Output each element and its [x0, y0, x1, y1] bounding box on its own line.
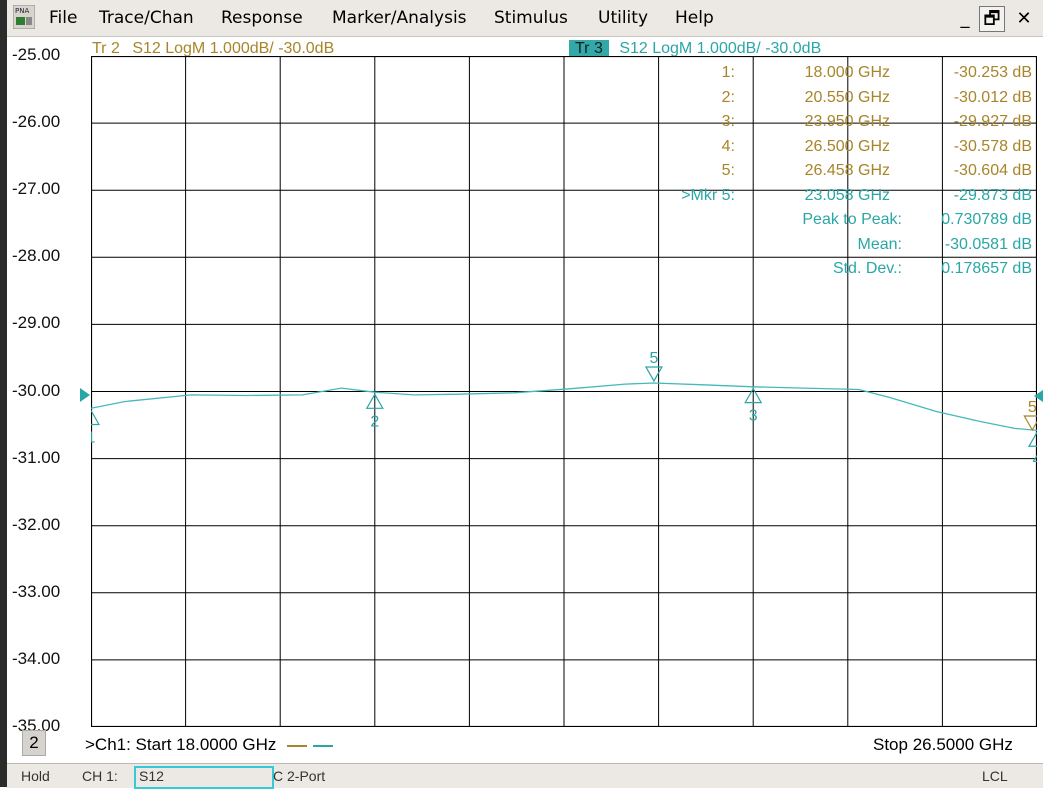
marker-frequency: 23.058 GHz [804, 186, 890, 204]
trace-2-label: Tr 2 [92, 40, 120, 57]
menu-trace-chan[interactable]: Trace/Chan [99, 8, 194, 28]
menu-stimulus[interactable]: Stimulus [494, 8, 568, 28]
menu-response[interactable]: Response [221, 8, 303, 28]
marker-frequency: 23.950 GHz [804, 113, 890, 130]
marker-3-triangle [744, 387, 763, 404]
stop-frequency[interactable]: Stop 26.5000 GHz [873, 735, 1013, 754]
menu-file[interactable]: File [49, 8, 78, 28]
statistic-value: -30.0581 dB [944, 235, 1032, 253]
y-tick-label: -31.00 [12, 447, 61, 467]
marker-number: 3: [721, 113, 735, 130]
y-tick-label: -33.00 [12, 581, 61, 601]
trace-2-header[interactable]: Tr 2 S12 LogM 1.000dB/ -30.0dB [92, 40, 334, 58]
status-lcl: LCL [982, 768, 1008, 784]
marker-1-triangle [91, 409, 101, 426]
ref-level-arrow-right[interactable] [1034, 390, 1043, 402]
channel-number-box[interactable]: 2 [22, 730, 46, 756]
marker-frequency: 18.000 GHz [804, 64, 890, 81]
marker-number: 2: [721, 88, 735, 106]
statistic-value: 0.730789 dB [941, 211, 1032, 228]
svg-text:PNA: PNA [15, 7, 29, 15]
status-bar: Hold CH 1: S12 C 2-Port LCL [7, 763, 1043, 789]
marker-value: -30.253 dB [953, 64, 1032, 81]
marker-frequency: 20.550 GHz [804, 88, 890, 106]
status-measurement: S12 [139, 768, 164, 784]
marker-4-label: 4 [1033, 451, 1037, 468]
marker-number: >Mkr 5: [681, 186, 735, 204]
start-frequency-label: >Ch1: Start 18.0000 GHz [85, 735, 277, 754]
ref-level-arrow-left[interactable] [80, 388, 92, 402]
restore-button[interactable]: 🗗 [979, 6, 1005, 32]
marker-value: -30.012 dB [953, 88, 1032, 106]
y-tick-label: -32.00 [12, 514, 61, 534]
close-button[interactable]: ✕ [1016, 8, 1032, 29]
y-tick-label: -30.00 [12, 380, 61, 400]
trace-3-label: Tr 3 [569, 40, 609, 57]
marker-frequency: 26.500 GHz [804, 137, 890, 155]
marker-2-label: 2 [370, 413, 379, 430]
pna-app-icon[interactable]: PNA [13, 5, 35, 29]
trace-3-line [91, 382, 1037, 432]
trace-3-header[interactable]: Tr 3 S12 LogM 1.000dB/ -30.0dB [569, 40, 821, 58]
marker-5-label: 5 [649, 350, 658, 367]
marker-number: 5: [721, 162, 735, 179]
marker-value: -29.927 dB [953, 113, 1032, 130]
y-tick-label: -34.00 [12, 648, 61, 668]
start-frequency[interactable]: >Ch1: Start 18.0000 GHz [85, 735, 335, 755]
statistic-label: Std. Dev.: [832, 260, 902, 277]
statistic-label: Mean: [857, 235, 902, 253]
status-hold[interactable]: Hold [21, 768, 50, 784]
marker-5-triangle [644, 366, 663, 383]
plot-grid [91, 56, 1037, 727]
trace-2-format: S12 LogM 1.000dB/ -30.0dB [132, 40, 335, 57]
marker-number: 1: [721, 64, 735, 81]
marker-number: 4: [721, 137, 735, 155]
statistic-label: Peak to Peak: [802, 211, 902, 228]
marker-value: -30.604 dB [953, 162, 1032, 179]
y-tick-label: -26.00 [12, 112, 61, 132]
trace-line [91, 382, 1037, 432]
status-channel: CH 1: [82, 768, 118, 784]
marker-value: -30.578 dB [953, 137, 1032, 155]
marker-4-triangle [1027, 431, 1037, 447]
marker-layer: 1 2 3 4 5 5 [91, 350, 1037, 468]
trace-legend-lines [287, 744, 334, 747]
marker-value: -29.873 dB [953, 186, 1032, 204]
measurement-plot[interactable]: 1 2 3 4 5 5 [91, 56, 1037, 727]
marker-5-triangle [1023, 415, 1037, 432]
menu-marker-analysis[interactable]: Marker/Analysis [332, 8, 467, 28]
marker-frequency: 26.458 GHz [804, 162, 890, 179]
menu-utility[interactable]: Utility [598, 8, 649, 28]
marker-1-label: 1 [91, 429, 96, 446]
marker-5-label: 5 [1028, 399, 1037, 416]
window-left-border [0, 0, 7, 787]
y-tick-label: -27.00 [12, 179, 61, 199]
y-tick-label: -28.00 [12, 246, 61, 266]
trace-3-format: S12 LogM 1.000dB/ -30.0dB [619, 40, 822, 57]
y-tick-label: -25.00 [12, 45, 61, 64]
marker-2-triangle [365, 393, 384, 409]
y-tick-label: -29.00 [12, 313, 61, 333]
menu-help[interactable]: Help [675, 8, 714, 28]
status-calibration: C 2-Port [273, 768, 326, 784]
minimize-button[interactable]: _ [960, 8, 970, 29]
marker-3-label: 3 [749, 408, 758, 425]
menu-bar: PNA File Trace/Chan Response Marker/Anal… [7, 0, 1043, 37]
statistic-value: 0.178657 dB [941, 260, 1032, 277]
